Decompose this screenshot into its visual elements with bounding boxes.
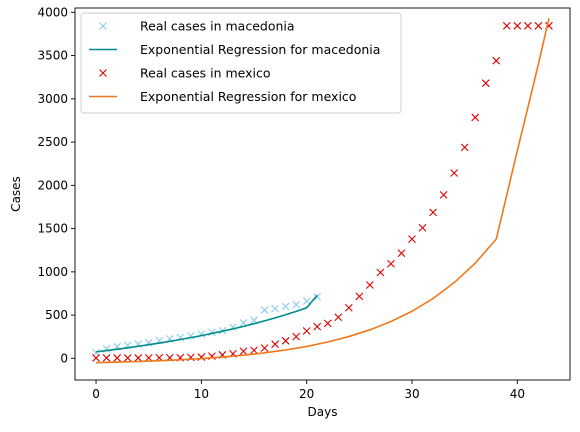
- legend-label-3: Exponential Regression for mexico: [140, 89, 356, 104]
- series-point-0-18: [281, 302, 290, 311]
- y-tick-label-8: 4000: [37, 5, 68, 19]
- x-tick-label-1: 10: [194, 387, 209, 401]
- series-point-2-2: [113, 354, 122, 362]
- series-point-2-27: [376, 268, 385, 277]
- series-point-2-33: [439, 190, 448, 199]
- series-point-0-17: [271, 304, 279, 313]
- series-point-2-3: [123, 354, 132, 362]
- series-point-2-18: [281, 336, 290, 345]
- series-point-0-20: [302, 296, 311, 305]
- legend-label-0: Real cases in macedonia: [140, 19, 295, 34]
- y-tick-label-4: 2000: [37, 178, 68, 192]
- series-point-2-38: [492, 56, 501, 65]
- axes-frame: [74, 7, 571, 381]
- x-tick-label-4: 40: [510, 387, 525, 401]
- series-point-2-1: [102, 354, 111, 362]
- series-point-2-36: [471, 113, 480, 122]
- y-tick-label-7: 3500: [37, 49, 68, 63]
- series-point-2-5: [144, 353, 153, 362]
- series-point-2-40: [513, 21, 522, 30]
- series-point-2-21: [313, 322, 322, 331]
- series-point-2-20: [302, 327, 311, 335]
- x-tick-label-0: 0: [92, 387, 100, 401]
- series-point-2-32: [429, 208, 437, 217]
- x-tick-label-3: 30: [404, 387, 419, 401]
- series-point-2-34: [450, 169, 459, 177]
- series-point-2-15: [250, 346, 258, 355]
- series-point-2-26: [366, 281, 374, 289]
- series-point-2-29: [397, 249, 406, 258]
- y-tick-label-6: 3000: [37, 92, 68, 106]
- series-group: [92, 18, 553, 364]
- series-point-2-19: [292, 332, 301, 341]
- series-point-2-41: [523, 21, 532, 30]
- series-line-3: [96, 18, 550, 364]
- axes: 0 10 20 30 40 0 500 1000 1500 2000 2500 3000 3500 400…: [9, 5, 571, 419]
- y-tick-label-1: 500: [45, 308, 68, 322]
- x-axis-label: Days: [308, 405, 338, 419]
- legend-swatch-0: [99, 22, 107, 30]
- legend-label-2: Real cases in mexico: [140, 66, 271, 81]
- series-point-2-37: [481, 79, 490, 88]
- series-point-2-4: [134, 354, 143, 362]
- plot-area: [92, 18, 553, 364]
- series-point-0-16: [260, 306, 269, 314]
- series-point-2-10: [197, 353, 206, 361]
- y-tick-label-0: 0: [60, 351, 68, 365]
- series-point-2-24: [344, 303, 353, 312]
- series-point-2-0: [92, 354, 100, 362]
- legend: Real cases in macedonia Exponential Regre…: [80, 12, 402, 114]
- legend-label-1: Exponential Regression for macedonia: [140, 42, 380, 57]
- series-point-2-23: [334, 313, 343, 322]
- x-tick-label-2: 20: [299, 387, 314, 401]
- y-tick-label-5: 2500: [37, 135, 68, 149]
- legend-swatch-2: [99, 69, 107, 77]
- series-point-2-35: [460, 143, 469, 152]
- y-tick-label-3: 1500: [37, 222, 68, 236]
- series-point-2-22: [323, 319, 332, 328]
- series-point-2-28: [387, 259, 395, 268]
- legend-box: [80, 12, 402, 114]
- series-point-2-42: [534, 21, 543, 30]
- y-tick-label-2: 1000: [37, 265, 68, 279]
- series-point-2-16: [260, 344, 269, 353]
- series-point-2-31: [418, 223, 427, 232]
- series-point-2-25: [355, 292, 364, 301]
- series-line-1: [95, 294, 318, 353]
- series-point-2-39: [502, 21, 511, 30]
- series-point-2-17: [271, 340, 279, 349]
- series-point-0-21: [313, 293, 322, 301]
- series-point-0-19: [292, 300, 301, 309]
- y-axis-label: Cases: [9, 176, 23, 212]
- series-point-2-30: [408, 235, 416, 244]
- series-point-2-14: [239, 347, 248, 356]
